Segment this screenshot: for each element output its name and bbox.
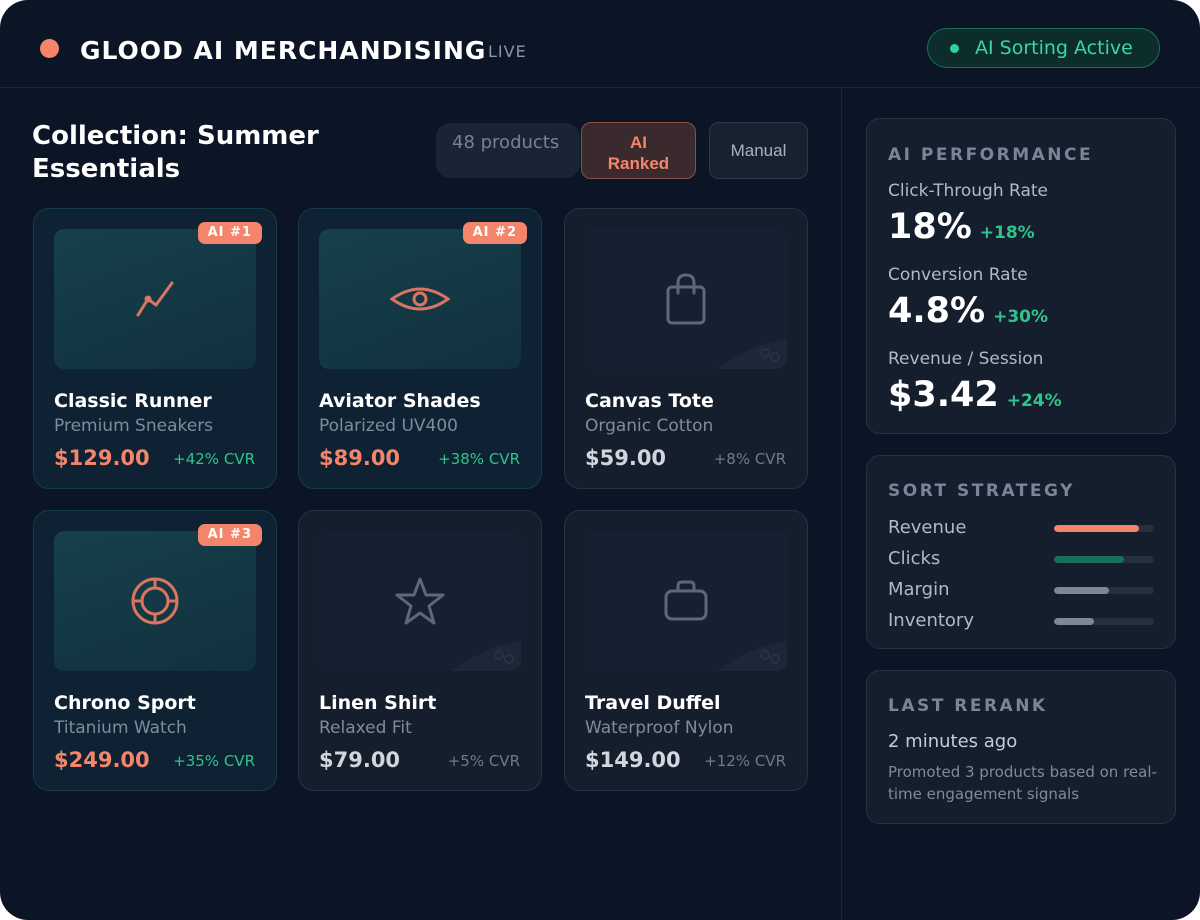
product-cvr: +12% CVR (704, 752, 786, 770)
strategy-label-revenue: Revenue (888, 517, 967, 538)
weight-fill (1054, 556, 1124, 563)
metric-label: Revenue / Session (888, 349, 1044, 369)
last-rerank-panel: LAST RERANK 2 minutes ago Promoted 3 pro… (866, 670, 1176, 824)
product-name: Linen Shirt (319, 692, 437, 714)
strategy-label-inventory: Inventory (888, 610, 974, 631)
ai-performance-panel: AI PERFORMANCE Click-Through Rate 18% +18… (866, 118, 1176, 434)
metric-delta: +24% (1006, 391, 1062, 411)
product-image (585, 229, 787, 369)
product-image (319, 531, 521, 671)
product-image (319, 229, 521, 369)
metric-value: 4.8% (888, 291, 986, 331)
metric-value: 18% (888, 207, 972, 247)
product-subtitle: Relaxed Fit (319, 718, 412, 738)
ai-ranked-toggle[interactable]: AI Ranked (581, 122, 696, 179)
eye-icon (389, 287, 451, 311)
metric-delta: +30% (993, 307, 1049, 327)
manual-toggle[interactable]: Manual (709, 122, 808, 179)
weight-slider-clicks[interactable] (1054, 556, 1154, 563)
panel-title: LAST RERANK (888, 696, 1048, 716)
product-price: $79.00 (319, 748, 401, 772)
product-name: Chrono Sport (54, 692, 196, 714)
sort-strategy-panel: SORT STRATEGY Revenue Clicks Margin Invento… (866, 455, 1176, 649)
star-icon (395, 577, 445, 625)
product-cvr: +42% CVR (173, 450, 255, 468)
product-card-linen-shirt[interactable]: Linen Shirt Relaxed Fit $79.00 +5% CVR (298, 510, 542, 791)
metric-label: Conversion Rate (888, 265, 1028, 285)
product-subtitle: Organic Cotton (585, 416, 714, 436)
product-name: Travel Duffel (585, 692, 721, 714)
panel-title: SORT STRATEGY (888, 481, 1075, 501)
ai-rank-badge: AI #3 (197, 524, 262, 546)
collection-title: Collection: Summer Essentials (32, 121, 319, 184)
metric-value: $3.42 (888, 375, 999, 415)
product-price: $129.00 (54, 446, 150, 470)
ai-rank-badge: AI #1 (197, 222, 262, 244)
weight-fill (1054, 525, 1139, 532)
ai-rank-badge: AI #2 (462, 222, 527, 244)
product-subtitle: Premium Sneakers (54, 416, 214, 436)
image-placeholder-mark (717, 339, 787, 369)
product-card-canvas-tote[interactable]: Canvas Tote Organic Cotton $59.00 +8% CV… (564, 208, 808, 489)
shopping-bag-icon (666, 273, 706, 325)
metric-label: Click-Through Rate (888, 181, 1048, 201)
product-image (585, 531, 787, 671)
product-subtitle: Waterproof Nylon (585, 718, 734, 738)
target-icon (131, 577, 179, 625)
product-image (54, 531, 256, 671)
briefcase-icon (664, 580, 708, 621)
trend-line-icon (136, 281, 174, 317)
image-placeholder-mark (717, 641, 787, 671)
panel-title: AI PERFORMANCE (888, 145, 1094, 165)
product-price: $249.00 (54, 748, 150, 772)
product-card-chrono-sport[interactable]: AI #3 Chrono Sport Titanium Watch $249.0… (33, 510, 277, 791)
product-card-travel-duffel[interactable]: Travel Duffel Waterproof Nylon $149.00 +… (564, 510, 808, 791)
live-label: LIVE (488, 42, 527, 61)
metric-ctr: 18% +18% (888, 207, 1035, 253)
product-price: $59.00 (585, 446, 667, 470)
ai-sorting-label: AI Sorting Active (975, 37, 1133, 59)
rerank-time: 2 minutes ago (888, 731, 1018, 752)
ai-sorting-status-pill[interactable]: AI Sorting Active (927, 28, 1160, 68)
app-title: GLOOD AI MERCHANDISING (80, 36, 487, 65)
active-indicator-dot (950, 43, 959, 53)
weight-slider-inventory[interactable] (1054, 618, 1154, 625)
weight-slider-margin[interactable] (1054, 587, 1154, 594)
product-subtitle: Titanium Watch (54, 718, 187, 738)
product-cvr: +5% CVR (447, 752, 520, 770)
product-price: $89.00 (319, 446, 401, 470)
metric-revenue-session: $3.42 +24% (888, 375, 1062, 421)
product-name: Canvas Tote (585, 390, 714, 412)
product-price: $149.00 (585, 748, 681, 772)
strategy-label-clicks: Clicks (888, 548, 941, 569)
weight-fill (1054, 587, 1109, 594)
image-placeholder-mark (451, 641, 521, 671)
product-card-classic-runner[interactable]: AI #1 Classic Runner Premium Sneakers $1… (33, 208, 277, 489)
product-cvr: +8% CVR (713, 450, 786, 468)
weight-fill (1054, 618, 1094, 625)
strategy-label-margin: Margin (888, 579, 950, 600)
product-count-badge: 48 products (436, 123, 580, 178)
metric-delta: +18% (979, 223, 1035, 243)
metric-conversion: 4.8% +30% (888, 291, 1048, 337)
product-image (54, 229, 256, 369)
weight-slider-revenue[interactable] (1054, 525, 1154, 532)
product-cvr: +38% CVR (438, 450, 520, 468)
product-subtitle: Polarized UV400 (319, 416, 458, 436)
product-name: Classic Runner (54, 390, 212, 412)
status-dot (40, 39, 59, 58)
panel-divider (841, 88, 842, 920)
product-card-aviator-shades[interactable]: AI #2 Aviator Shades Polarized UV400 $89… (298, 208, 542, 489)
rerank-note: Promoted 3 products based on real-time e… (888, 763, 1157, 803)
product-name: Aviator Shades (319, 390, 481, 412)
product-cvr: +35% CVR (173, 752, 255, 770)
app-header: GLOOD AI MERCHANDISING LIVE AI Sorting A… (0, 0, 1200, 88)
